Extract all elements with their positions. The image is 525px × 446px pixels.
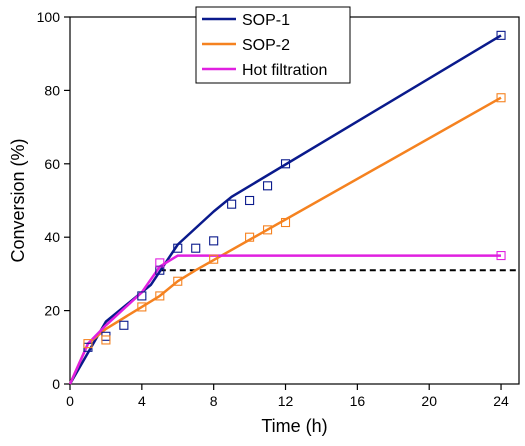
data-point-sop-1 (280, 159, 291, 169)
x-tick-label: 24 (493, 393, 509, 409)
x-tick-label: 0 (66, 393, 74, 409)
data-point-sop-1 (245, 195, 255, 206)
series-line-sop-2 (68, 96, 502, 385)
data-point-sop-1 (209, 236, 219, 246)
data-point-sop-2 (173, 276, 183, 286)
data-point-sop-2 (83, 339, 93, 349)
y-tick-label: 20 (44, 303, 60, 319)
legend-label-sop-2: SOP-2 (242, 37, 290, 54)
data-point-sop-1 (191, 243, 201, 253)
data-point-sop-1 (155, 265, 165, 275)
x-tick-label: 16 (350, 393, 366, 409)
series-line-sop-1 (68, 34, 502, 385)
y-tick-label: 80 (44, 82, 60, 98)
data-point-sop-2 (155, 291, 165, 301)
x-tick-label: 12 (278, 393, 294, 409)
y-tick-label: 40 (44, 229, 60, 245)
x-tick-label: 4 (138, 393, 146, 409)
data-point-hot-filtration (496, 251, 506, 261)
data-point-sop-2 (496, 93, 506, 103)
data-point-hot-filtration (155, 258, 165, 268)
data-point-sop-1 (496, 30, 506, 40)
data-point-sop-1 (137, 291, 147, 301)
x-axis-label: Time (h) (261, 416, 327, 436)
y-tick-label: 60 (44, 156, 60, 172)
data-point-sop-2 (263, 225, 273, 235)
data-point-sop-2 (280, 217, 291, 228)
data-point-sop-2 (209, 254, 219, 264)
y-tick-label: 0 (52, 376, 60, 392)
series-line-hot-filtration (68, 254, 501, 385)
data-point-sop-1 (227, 199, 237, 209)
data-point-sop-2 (137, 302, 147, 312)
x-tick-label: 8 (210, 393, 218, 409)
legend: SOP-1 SOP-2 Hot filtration (195, 6, 351, 84)
data-point-sop-2 (101, 335, 111, 345)
data-point-sop-1 (119, 320, 129, 330)
x-tick-label: 20 (421, 393, 437, 409)
legend-label-sop-1: SOP-1 (242, 12, 290, 29)
data-point-sop-2 (245, 232, 255, 242)
data-point-sop-1 (173, 243, 183, 253)
y-axis-label: Conversion (%) (8, 138, 28, 262)
y-tick-label: 100 (37, 9, 61, 25)
legend-label-hot-filtration: Hot filtration (242, 62, 327, 79)
data-point-sop-1 (263, 181, 273, 191)
